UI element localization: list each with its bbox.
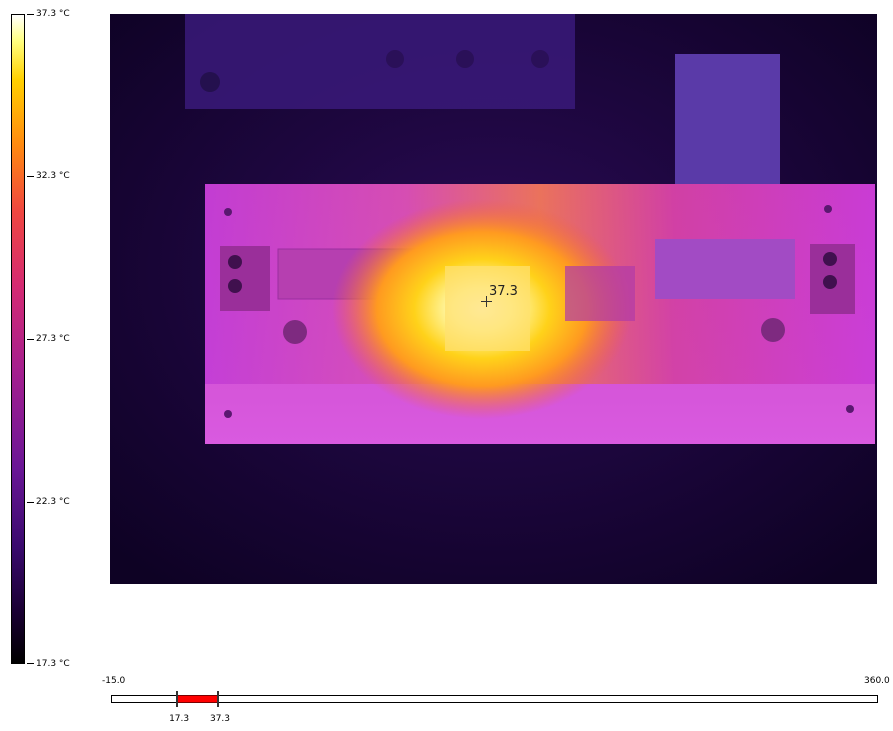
range-handle-high[interactable] (215, 691, 221, 707)
scale-tick-27 (27, 339, 34, 340)
scale-tick-max (27, 14, 34, 15)
bracket-hole (200, 72, 220, 92)
range-selection[interactable] (177, 695, 218, 703)
scale-tick-22 (27, 502, 34, 503)
scale-tick-min (27, 663, 34, 664)
range-selection-high-label: 37.3 (209, 714, 231, 724)
thermal-image-svg (110, 14, 877, 584)
terminal-screw (228, 279, 242, 293)
range-track[interactable] (111, 695, 878, 703)
left-terminal (220, 246, 270, 311)
range-axis-max-label: 360.0 (864, 676, 890, 686)
mount-hole (224, 208, 232, 216)
color-scale-bar (11, 14, 25, 664)
bracket-hole (531, 50, 549, 68)
secondary-chip (565, 266, 635, 321)
range-selection-low-label: 17.3 (169, 714, 190, 724)
scale-label-27: 27.3 °C (36, 334, 70, 344)
bracket-hole (456, 50, 474, 68)
scale-tick-32 (27, 176, 34, 177)
scale-min-label: 17.3 °C (36, 659, 70, 669)
scale-label-32: 32.3 °C (36, 171, 70, 181)
capacitor (761, 318, 785, 342)
mount-hole (824, 205, 832, 213)
top-bracket (185, 14, 575, 109)
bracket-hole (386, 50, 404, 68)
range-handle-low[interactable] (174, 691, 180, 707)
hot-chip (445, 266, 530, 351)
scale-label-22: 22.3 °C (36, 497, 70, 507)
thermal-image[interactable] (110, 14, 877, 584)
cable-connector (655, 239, 795, 299)
terminal-screw (823, 252, 837, 266)
range-axis-min-label: -15.0 (102, 676, 126, 686)
scale-max-label: 37.3 °C (36, 9, 70, 19)
crosshair-icon[interactable] (481, 296, 492, 307)
spot-temperature-label: 37.3 (489, 284, 518, 299)
terminal-screw (228, 255, 242, 269)
capacitor (283, 320, 307, 344)
mount-hole (846, 405, 854, 413)
terminal-screw (823, 275, 837, 289)
mount-hole (224, 410, 232, 418)
